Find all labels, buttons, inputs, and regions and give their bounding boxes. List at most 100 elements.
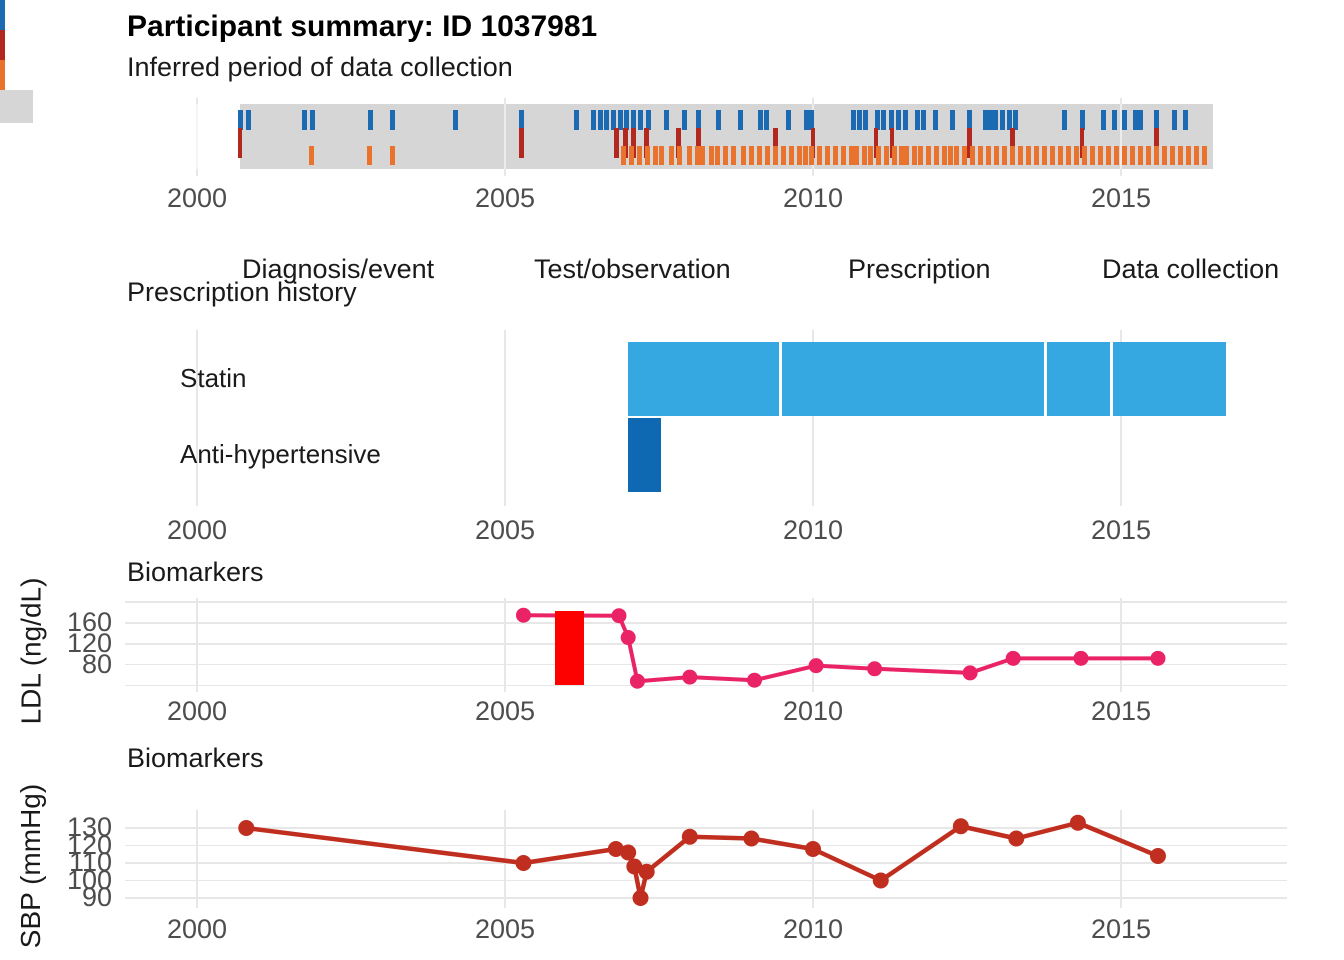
prescription-tick [934,146,940,165]
diagnosis-tick [921,110,927,130]
x-tick-label: 2000 [166,515,228,545]
prescription-tick [918,146,924,165]
ldl-data-point [962,665,978,681]
prescription-tick [942,146,948,165]
grid-line-vertical [1120,330,1122,506]
prescription-tick [854,146,860,165]
diagnosis-tick [738,110,744,130]
ldl-data-point [515,607,531,623]
diagnosis-event-legend-key [0,0,5,30]
row-label-statin: Statin [180,363,247,393]
diagnosis-tick [1112,110,1118,130]
diagnosis-tick [1154,110,1160,130]
diagnosis-tick [610,110,616,130]
test-tick [773,127,778,158]
prescription-tick [848,146,854,165]
ldl-data-point [629,673,645,689]
diagnosis-tick [875,110,881,130]
diagnosis-tick [1101,110,1107,130]
diagnosis-tick [1182,110,1188,130]
prescription-tick [962,146,968,165]
diagnosis-tick [915,110,921,130]
prescription-tick [1034,146,1040,165]
sbp-data-point [638,863,655,880]
diagnosis-tick [999,110,1005,130]
test-tick [889,127,895,158]
ldl-line [523,613,1158,684]
x-tick-label: 2010 [782,183,844,213]
sbp-data-point [681,828,698,845]
prescription-tick [926,146,932,165]
prescription-tick [723,146,729,165]
diagnosis-tick [881,110,887,130]
sbp-section-title: Biomarkers [127,743,264,773]
diagnosis-tick [695,110,701,130]
diagnosis-tick [1138,110,1144,130]
diagnosis-tick [863,110,869,130]
diagnosis-tick [573,110,579,130]
prescription-tick [636,146,642,165]
grid-line-overlay [196,104,198,169]
prescription-section-title: Prescription history [127,277,357,307]
diagnosis-tick [631,110,637,130]
diagnosis-tick [246,110,252,130]
prescription-tick [677,146,683,165]
data-collection-legend-label: Data collection [1102,254,1280,284]
prescription-tick [832,146,838,165]
grid-line-horizontal [125,684,1287,687]
x-tick-label: 2005 [474,515,536,545]
prescription-tick [644,146,650,165]
prescription-tick [1082,146,1088,165]
diagnosis-tick [1079,110,1085,130]
diagnosis-tick [851,110,857,130]
prescription-tick [1138,146,1144,165]
test-tick [623,127,628,158]
prescription-tick [1130,146,1136,165]
y-tick-label: 120 [66,829,112,860]
prescription-tick [1154,146,1160,165]
prescription-tick [1058,146,1064,165]
diagnosis-tick [1132,110,1138,130]
statin-bar-segment [1047,342,1110,416]
prescription-tick [658,146,664,165]
x-tick-label: 2005 [474,914,536,944]
prescription-tick [694,146,700,165]
diagnosis-tick [889,110,895,130]
diagnosis-tick [857,110,863,130]
prescription-legend-key [0,60,5,90]
y-tick-label: 130 [66,812,112,842]
prescription-tick [1186,146,1192,165]
diagnosis-tick [809,110,815,130]
diagnosis-tick [933,110,939,130]
x-tick-label: 2015 [1090,183,1152,213]
grid-line-horizontal [125,897,1287,899]
test-tick [237,127,243,158]
sbp-data-point [620,844,637,861]
x-tick-label: 2015 [1090,914,1152,944]
prescription-tick [748,146,754,165]
test-tick [1010,127,1015,158]
grid-line-overlay [1120,104,1122,169]
prescription-tick [731,146,737,165]
test-tick [873,127,879,158]
prescription-tick [1194,146,1200,165]
x-tick-label: 2005 [474,183,536,213]
test-tick [1154,127,1159,158]
prescription-tick [1050,146,1056,165]
grid-line-horizontal [125,862,1287,864]
prescription-tick [1146,146,1152,165]
diagnosis-tick [763,110,769,130]
prescription-tick [390,146,396,165]
x-tick-label: 2000 [166,914,228,944]
prescription-tick [780,146,786,165]
diagnosis-tick [591,110,597,130]
x-tick-label: 2000 [166,183,228,213]
grid-line-vertical [1120,810,1122,908]
page-title: Participant summary: ID 1037981 [127,10,598,43]
diagnosis-tick [982,110,988,130]
prescription-tick [1042,146,1048,165]
timeline-section-title: Inferred period of data collection [127,52,513,82]
test-tick [614,127,619,158]
ldl-section-title: Biomarkers [127,557,264,587]
diagnosis-tick [987,110,993,130]
